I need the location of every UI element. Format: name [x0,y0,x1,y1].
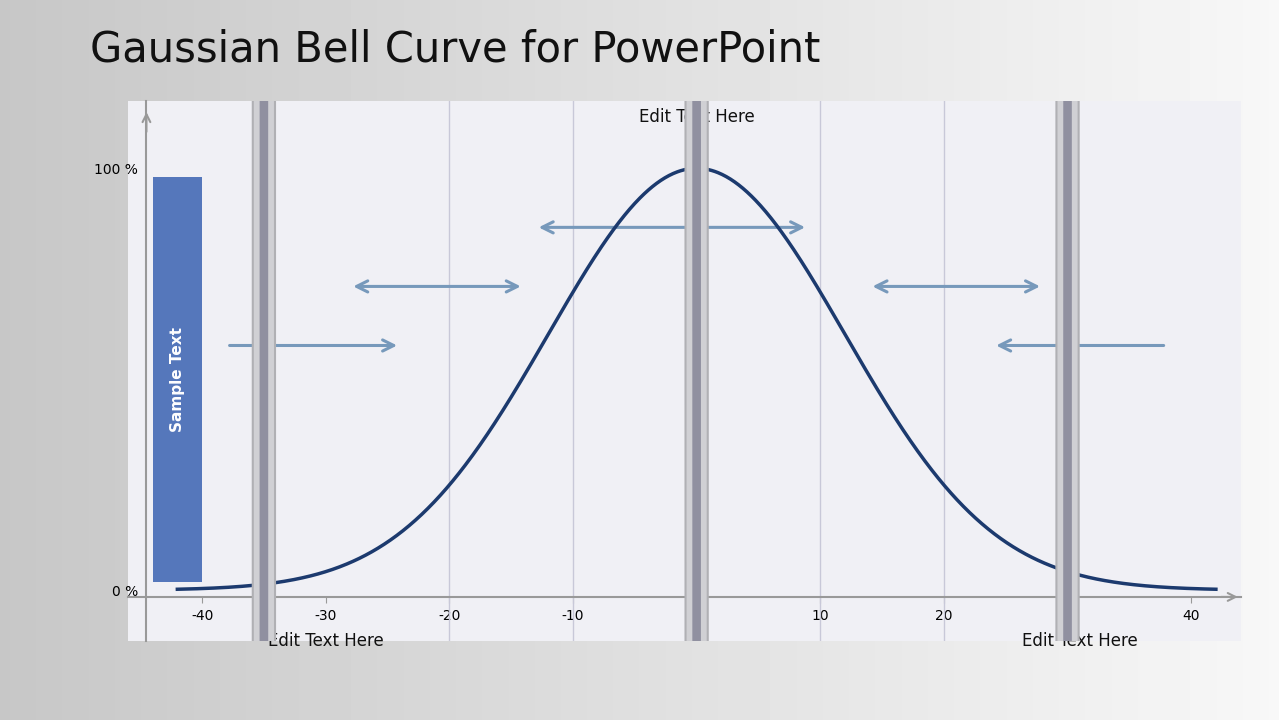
Circle shape [260,0,269,720]
Circle shape [253,0,275,720]
Circle shape [1063,0,1072,720]
Text: Edit Text Here: Edit Text Here [638,108,755,126]
Text: Edit Text Here: Edit Text Here [267,632,384,650]
Circle shape [686,0,707,720]
Text: Edit Text Here: Edit Text Here [1022,632,1138,650]
Circle shape [1056,0,1078,720]
Circle shape [692,0,701,720]
Bar [152,176,202,582]
Text: Gaussian Bell Curve for PowerPoint: Gaussian Bell Curve for PowerPoint [90,29,820,71]
Text: Sample Text: Sample Text [170,327,185,432]
